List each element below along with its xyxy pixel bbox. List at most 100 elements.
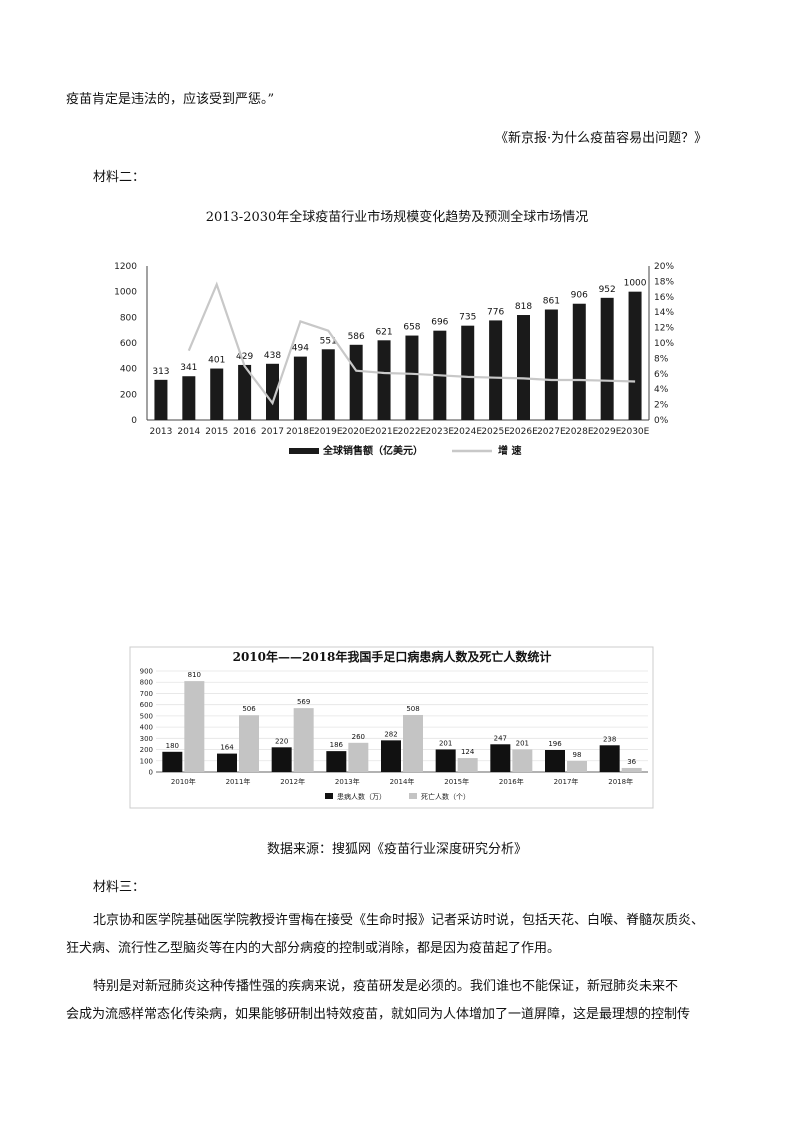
right-tick-label: 20% bbox=[654, 262, 674, 272]
bar-value-label: 313 bbox=[152, 367, 169, 377]
x-tick-label: 2026E bbox=[509, 427, 538, 437]
legend-sales-label: 全球销售额（亿美元） bbox=[322, 444, 423, 457]
right-tick-label: 8% bbox=[654, 354, 669, 364]
y-tick-label: 800 bbox=[140, 679, 153, 687]
quote-end-line: 疫苗肯定是违法的，应该受到严惩。” bbox=[66, 92, 275, 107]
bar-value-label: 776 bbox=[487, 307, 504, 317]
bar-deaths bbox=[621, 767, 642, 772]
bar-deaths bbox=[403, 714, 423, 772]
data-source: 数据来源：搜狐网《疫苗行业深度研究分析》 bbox=[266, 842, 527, 857]
bar-deaths bbox=[512, 749, 533, 772]
bar-cases bbox=[271, 747, 292, 772]
x-tick-label: 2017 bbox=[261, 427, 284, 437]
vaccine-market-chart: 0 200 400 600 800 1000 1200 0% 2% 4% 6% 8% 10% 12% 14%… bbox=[114, 262, 674, 457]
left-tick-label: 1200 bbox=[114, 262, 137, 272]
right-tick-label: 6% bbox=[654, 370, 669, 380]
material-2-heading: 材料二： bbox=[93, 170, 146, 185]
bar bbox=[572, 303, 586, 420]
bar-cases bbox=[490, 744, 511, 772]
x-tick-label: 2013 bbox=[149, 427, 172, 437]
deaths-value-label: 506 bbox=[242, 705, 256, 713]
cases-value-label: 186 bbox=[330, 741, 344, 749]
cases-value-label: 247 bbox=[494, 734, 507, 742]
bar bbox=[349, 344, 363, 420]
bar bbox=[210, 368, 224, 420]
bar-deaths bbox=[239, 715, 259, 772]
cases-value-label: 164 bbox=[220, 744, 234, 752]
deaths-value-label: 260 bbox=[352, 733, 365, 741]
y-tick-label: 100 bbox=[140, 757, 153, 765]
bar bbox=[377, 340, 391, 420]
bar-value-label: 818 bbox=[515, 302, 532, 312]
x-tick-label: 2029E bbox=[593, 427, 622, 437]
bar bbox=[266, 363, 279, 420]
x-tick-label: 2024E bbox=[453, 427, 482, 437]
bar-cases bbox=[162, 751, 183, 772]
bar-cases bbox=[545, 750, 565, 772]
paragraph-1-line-2: 狂犬病、流行性乙型脑炎等在内的大部分病疫的控制或消除，都是因为疫苗起了作用。 bbox=[66, 941, 561, 956]
deaths-value-label: 124 bbox=[461, 748, 475, 756]
y-tick-label: 0 bbox=[149, 769, 153, 777]
left-tick-label: 0 bbox=[131, 416, 137, 426]
bar-deaths bbox=[293, 708, 314, 772]
cases-value-label: 220 bbox=[275, 737, 288, 745]
paragraph-1-line-1: 北京协和医学院基础医学院教授许雪梅在接受《生命时报》记者采访时说，包括天花、白喉… bbox=[93, 913, 705, 928]
x-tick-label: 2025E bbox=[481, 427, 510, 437]
x-tick-label: 2027E bbox=[537, 427, 566, 437]
legend-deaths-label: 死亡人数（个） bbox=[421, 792, 470, 801]
deaths-value-label: 36 bbox=[627, 758, 636, 766]
x-tick-label: 2011年 bbox=[226, 777, 251, 786]
x-tick-label: 2018E bbox=[286, 427, 315, 437]
bar bbox=[154, 379, 168, 420]
bar-value-label: 494 bbox=[292, 344, 309, 354]
chart2-frame bbox=[129, 646, 654, 809]
bar-value-label: 696 bbox=[431, 318, 448, 328]
bar-value-label: 341 bbox=[180, 363, 197, 373]
bar-value-label: 735 bbox=[459, 313, 476, 323]
bar-value-label: 401 bbox=[208, 356, 225, 366]
y-tick-label: 300 bbox=[140, 735, 153, 743]
bar-value-label: 621 bbox=[375, 327, 392, 337]
legend-cases-label: 患病人数（万） bbox=[337, 792, 386, 801]
left-tick-label: 800 bbox=[120, 313, 137, 323]
bar-value-label: 861 bbox=[543, 297, 560, 307]
x-tick-label: 2014年 bbox=[390, 777, 415, 786]
cases-value-label: 238 bbox=[603, 735, 616, 743]
left-tick-label: 200 bbox=[120, 390, 137, 400]
y-tick-label: 200 bbox=[140, 746, 153, 754]
x-tick-label: 2016 bbox=[233, 427, 256, 437]
bar-value-label: 1000 bbox=[624, 279, 647, 289]
x-tick-label: 2028E bbox=[565, 427, 594, 437]
bar-value-label: 586 bbox=[348, 332, 365, 342]
right-tick-label: 4% bbox=[654, 385, 669, 395]
bar-value-label: 429 bbox=[236, 352, 253, 362]
legend-sales-swatch bbox=[289, 448, 319, 454]
chart1-title: 2013-2030年全球疫苗行业市场规模变化趋势及预测全球市场情况 bbox=[205, 210, 589, 225]
bar bbox=[238, 364, 252, 420]
bar bbox=[489, 320, 503, 420]
x-tick-label: 2023E bbox=[426, 427, 455, 437]
x-tick-label: 2014 bbox=[177, 427, 200, 437]
bar bbox=[628, 291, 642, 420]
x-tick-label: 2010年 bbox=[171, 777, 196, 786]
x-tick-label: 2022E bbox=[398, 427, 427, 437]
right-tick-label: 2% bbox=[654, 401, 669, 411]
bar-deaths bbox=[567, 761, 587, 772]
x-tick-label: 2020E bbox=[342, 427, 371, 437]
citation: 《新京报·为什么疫苗容易出问题？》 bbox=[495, 131, 708, 146]
right-tick-label: 10% bbox=[654, 339, 674, 349]
material-3-heading: 材料三： bbox=[93, 880, 146, 895]
y-tick-label: 500 bbox=[140, 712, 153, 720]
paragraph-2-line-1: 特别是对新冠肺炎这种传播性强的疾病来说，疫苗研发是必须的。我们谁也不能保证，新冠… bbox=[93, 979, 679, 994]
deaths-value-label: 810 bbox=[188, 671, 201, 679]
x-tick-label: 2015 bbox=[205, 427, 228, 437]
bar-deaths bbox=[184, 681, 205, 772]
deaths-value-label: 569 bbox=[297, 698, 310, 706]
growth-rate-line bbox=[187, 281, 636, 406]
chart2-title: 2010年——2018年我国手足口病患病人数及死亡人数统计 bbox=[233, 649, 552, 664]
left-tick-label: 600 bbox=[120, 339, 137, 349]
cases-value-label: 180 bbox=[166, 742, 179, 750]
y-tick-label: 900 bbox=[140, 668, 153, 676]
left-tick-label: 1000 bbox=[114, 288, 137, 298]
y-tick-label: 700 bbox=[140, 690, 153, 698]
